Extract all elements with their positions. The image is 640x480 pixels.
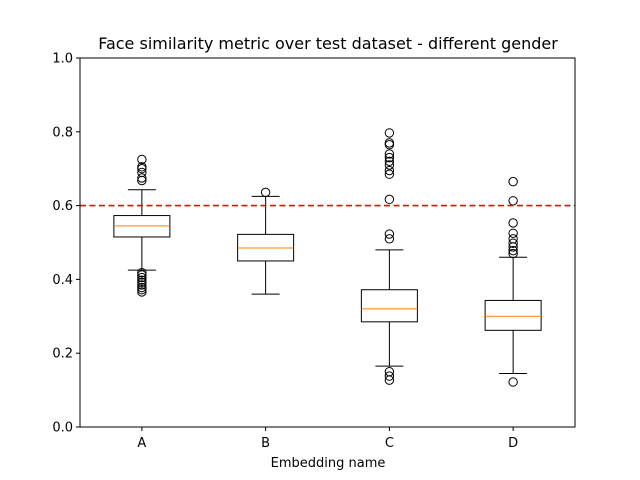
outlier-point-a [137,285,147,295]
outlier-point-a [137,275,147,285]
outlier-point-d [508,228,518,238]
outlier-point-c [384,160,395,170]
x-tick-label-a: A [137,436,146,451]
outlier-point-a [137,175,147,186]
outlier-point-a [137,287,147,297]
outlier-point-c [384,229,395,239]
outlier-point-c [384,165,395,176]
outlier-point-d [508,218,518,228]
box-d [484,299,542,331]
outlier-point-a [137,270,147,280]
outlier-point-c [384,234,395,244]
outlier-point-a [137,154,147,165]
y-tick-label: 0.2 [52,347,73,362]
outlier-point-c [384,138,395,148]
outlier-point-c [384,375,395,385]
outlier-point-d [508,242,518,252]
outlier-point-c [384,169,395,179]
outlier-point-a [137,268,147,278]
y-tick-label: 0.4 [52,273,73,288]
outlier-point-c [384,140,395,150]
outlier-point-d [508,377,518,387]
chart-title: Face similarity metric over test dataset… [98,34,558,53]
outlier-point-d [508,238,518,248]
y-tick-label: 0.8 [52,125,73,140]
outlier-point-c [384,152,395,163]
outlier-point-a [137,164,147,174]
outlier-point-c [384,128,395,138]
x-tick-label-b: B [261,436,270,451]
x-axis-label: Embedding name [271,456,386,471]
outlier-point-b [260,187,271,198]
x-tick-label-c: C [385,436,394,451]
outlier-point-c [384,371,395,381]
outlier-point-c [384,156,395,167]
outlier-point-d [508,176,518,187]
plot-area: 0.0 0.2 0.4 0.6 0.8 1.0 A B C D [52,52,576,451]
outlier-point-a [137,277,147,288]
outlier-point-c [384,149,395,159]
outlier-point-a [137,173,147,183]
outlier-point-d [508,245,518,256]
outlier-point-a [137,280,147,290]
outlier-point-a [137,272,147,283]
y-tick-label: 0.0 [52,421,73,436]
plot-frame [79,57,576,428]
outlier-point-d [508,196,518,206]
x-tick-label-d: D [508,436,518,451]
outlier-point-a [137,282,147,293]
y-tick-label: 1.0 [52,52,73,67]
outlier-point-d [508,248,518,259]
y-tick-label: 0.6 [52,199,73,214]
outlier-point-c [384,194,395,205]
box-c [360,289,418,323]
